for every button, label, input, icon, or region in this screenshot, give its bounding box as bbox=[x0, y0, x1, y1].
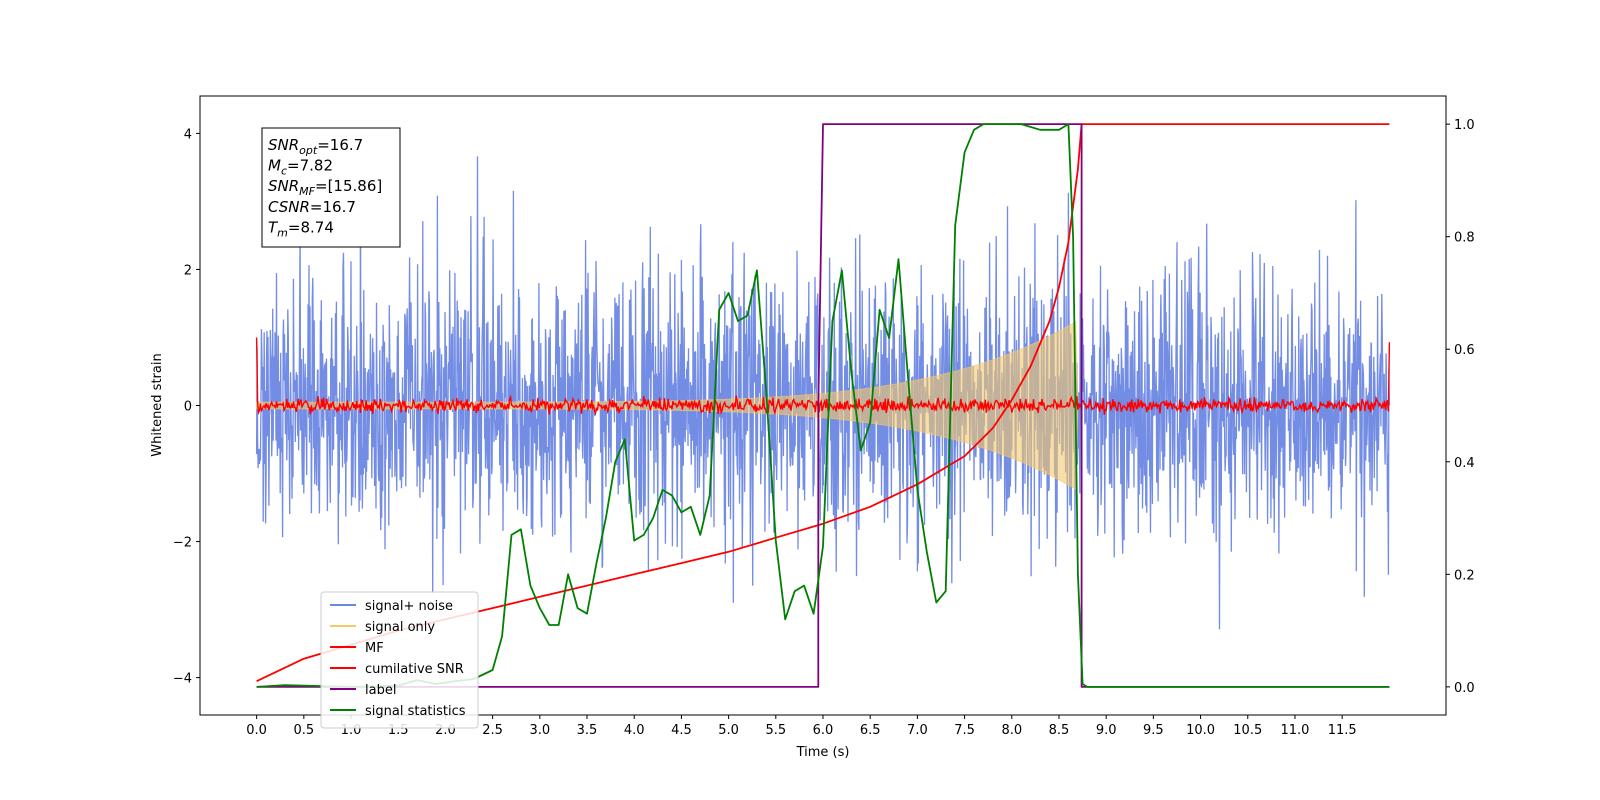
x-tick-label: 0.5 bbox=[293, 723, 314, 738]
x-tick-label: 11.5 bbox=[1328, 723, 1357, 738]
annotation-box-frame bbox=[261, 127, 401, 248]
x-tick-label: 7.5 bbox=[954, 723, 975, 738]
x-tick-label: 8.0 bbox=[1001, 723, 1022, 738]
y-axis-label: Whitened strain bbox=[150, 353, 165, 456]
x-tick-label: 4.0 bbox=[624, 723, 645, 738]
y2-tick-label: 0.0 bbox=[1454, 681, 1475, 696]
x-tick-label: 2.5 bbox=[482, 723, 503, 738]
x-tick-label: 4.5 bbox=[671, 723, 692, 738]
legend-label: signal+ noise bbox=[365, 599, 453, 614]
y-tick-label: −2 bbox=[173, 536, 192, 551]
plot-area bbox=[255, 123, 1391, 688]
y-tick-label: −4 bbox=[173, 672, 192, 687]
x-tick-label: 5.5 bbox=[765, 723, 786, 738]
annotation-line: Mc=7.82 bbox=[268, 157, 333, 178]
y2-tick-label: 0.2 bbox=[1454, 568, 1475, 583]
legend: signal+ noise signal only MF cumilative SNR… bbox=[320, 591, 479, 729]
series-signal-noise bbox=[255, 153, 1391, 630]
legend-label: cumilative SNR bbox=[365, 662, 464, 677]
legend-label: MF bbox=[365, 641, 384, 656]
annotation-line: SNRMF=[15.86] bbox=[268, 177, 382, 198]
x-tick-label: 5.0 bbox=[718, 723, 739, 738]
y-tick-label: 0 bbox=[184, 400, 192, 415]
legend-label: signal statistics bbox=[365, 704, 466, 719]
x-tick-label: 7.0 bbox=[907, 723, 928, 738]
series-signal-statistics bbox=[256, 123, 1390, 688]
stats-annotation-box: SNRopt=16.7Mc=7.82SNRMF=[15.86]CSNR=16.7… bbox=[261, 127, 401, 248]
x-tick-label: 9.0 bbox=[1096, 723, 1117, 738]
legend-label: label bbox=[365, 683, 396, 698]
x-axis-label: Time (s) bbox=[796, 745, 850, 760]
x-tick-label: 9.5 bbox=[1143, 723, 1164, 738]
y2-tick-label: 1.0 bbox=[1454, 118, 1475, 133]
y-tick-label: 2 bbox=[184, 263, 192, 278]
y2-tick-label: 0.6 bbox=[1454, 343, 1475, 358]
legend-label: signal only bbox=[365, 620, 435, 635]
x-tick-label: 3.5 bbox=[577, 723, 598, 738]
x-tick-label: 6.0 bbox=[813, 723, 834, 738]
legend-frame bbox=[320, 591, 479, 729]
y2-tick-label: 0.8 bbox=[1454, 231, 1475, 246]
annotation-line: Tm=8.74 bbox=[268, 218, 334, 239]
annotation-line: SNRopt=16.7 bbox=[268, 136, 363, 157]
x-tick-label: 10.5 bbox=[1233, 723, 1262, 738]
series-label bbox=[256, 123, 1390, 688]
y2-tick-label: 0.4 bbox=[1454, 456, 1475, 471]
y-tick-label: 4 bbox=[184, 127, 192, 142]
x-tick-label: 11.0 bbox=[1280, 723, 1309, 738]
x-tick-label: 10.0 bbox=[1186, 723, 1215, 738]
series-mf bbox=[255, 337, 1391, 416]
x-tick-label: 3.0 bbox=[529, 723, 550, 738]
x-tick-label: 8.5 bbox=[1049, 723, 1070, 738]
x-tick-label: 6.5 bbox=[860, 723, 881, 738]
x-tick-label: 0.0 bbox=[246, 723, 267, 738]
annotation-line: CSNR=16.7 bbox=[268, 198, 356, 216]
